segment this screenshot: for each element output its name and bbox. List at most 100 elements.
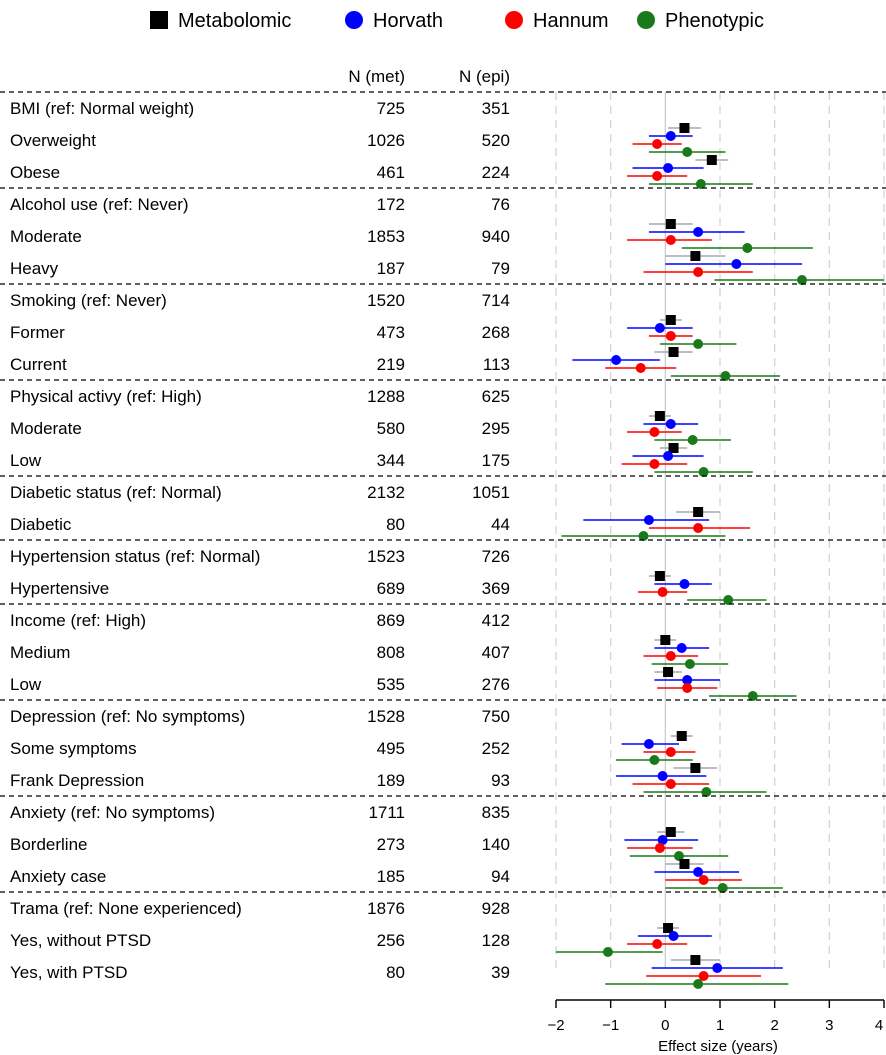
point-hannum [698,875,709,885]
row-n-met: 2132 [367,483,405,502]
row-label: Alcohol use (ref: Never) [10,195,189,214]
point-horvath [611,355,622,365]
row-n-epi: 369 [482,579,510,598]
row-n-met: 344 [377,451,405,470]
row-n-met: 185 [377,867,405,886]
row-n-met: 1528 [367,707,405,726]
x-axis-label: Effect size (years) [658,1038,778,1055]
x-tick-label: −2 [547,1017,564,1034]
row-label: Depression (ref: No symptoms) [10,707,245,726]
row-label: Physical activy (ref: High) [10,387,202,406]
point-metabolomic [663,667,674,677]
row-n-met: 1520 [367,291,405,310]
row-n-epi: 79 [491,259,510,278]
point-horvath [676,643,687,653]
table-rows: BMI (ref: Normal weight) 725 351 Overweight… [10,99,510,982]
n-epi-header: N (epi) [459,67,510,86]
row-label: Heavy [10,259,59,278]
row-n-met: 808 [377,643,405,662]
row-n-epi: 94 [491,867,510,886]
point-hannum [665,747,676,757]
point-horvath [654,323,665,333]
point-phenotypic [723,595,734,605]
point-phenotypic [742,243,753,253]
row-n-epi: 351 [482,99,510,118]
row-n-met: 535 [377,675,405,694]
row-label: Yes, without PTSD [10,931,151,950]
point-metabolomic [663,923,674,933]
row-label: Hypertensive [10,579,109,598]
legend-marker-phenotypic [637,11,655,29]
legend-label-horvath: Horvath [373,10,443,32]
point-horvath [643,515,654,525]
point-horvath [657,835,668,845]
point-horvath [679,579,690,589]
point-horvath [668,931,679,941]
point-phenotypic [698,467,709,477]
row-n-epi: 295 [482,419,510,438]
row-n-epi: 140 [482,835,510,854]
point-metabolomic [668,443,679,453]
row-n-met: 80 [386,515,405,534]
row-n-epi: 128 [482,931,510,950]
point-metabolomic [665,219,676,229]
legend-marker-hannum [505,11,523,29]
point-phenotypic [701,787,712,797]
row-n-met: 461 [377,163,405,182]
row-n-met: 869 [377,611,405,630]
point-horvath [712,963,723,973]
point-hannum [649,459,660,469]
point-hannum [682,683,693,693]
point-metabolomic [693,507,704,517]
point-horvath [731,259,742,269]
row-label: BMI (ref: Normal weight) [10,99,194,118]
point-phenotypic [693,979,704,989]
point-metabolomic [690,955,701,965]
row-n-met: 473 [377,323,405,342]
row-n-met: 80 [386,963,405,982]
row-label: Former [10,323,65,342]
x-tick-label: 1 [716,1017,724,1034]
row-n-epi: 726 [482,547,510,566]
point-hannum [665,779,676,789]
legend-label-phenotypic: Phenotypic [665,10,764,32]
row-n-met: 273 [377,835,405,854]
row-n-epi: 835 [482,803,510,822]
point-hannum [665,331,676,341]
row-n-met: 187 [377,259,405,278]
row-n-met: 1288 [367,387,405,406]
point-phenotypic [693,339,704,349]
point-metabolomic [679,123,690,133]
row-n-epi: 940 [482,227,510,246]
point-phenotypic [717,883,728,893]
point-hannum [665,235,676,245]
point-metabolomic [690,251,701,261]
row-label: Moderate [10,227,82,246]
point-hannum [654,843,665,853]
point-metabolomic [654,411,665,421]
row-n-epi: 412 [482,611,510,630]
row-n-met: 725 [377,99,405,118]
row-label: Diabetic [10,515,72,534]
point-horvath [643,739,654,749]
point-hannum [649,427,660,437]
row-n-epi: 714 [482,291,510,310]
point-hannum [652,139,663,149]
row-n-epi: 39 [491,963,510,982]
legend-marker-metabolomic [150,11,168,29]
row-n-met: 1711 [368,803,405,822]
point-horvath [682,675,693,685]
x-tick-label: 2 [770,1017,778,1034]
point-phenotypic [638,531,649,541]
point-hannum [657,587,668,597]
row-label: Trama (ref: None experienced) [10,899,242,918]
row-label: Frank Depression [10,771,144,790]
row-n-epi: 520 [482,131,510,150]
row-label: Low [10,675,42,694]
point-horvath [693,867,704,877]
x-tick-label: 0 [661,1017,669,1034]
point-metabolomic [690,763,701,773]
point-metabolomic [654,571,665,581]
point-phenotypic [797,275,807,285]
